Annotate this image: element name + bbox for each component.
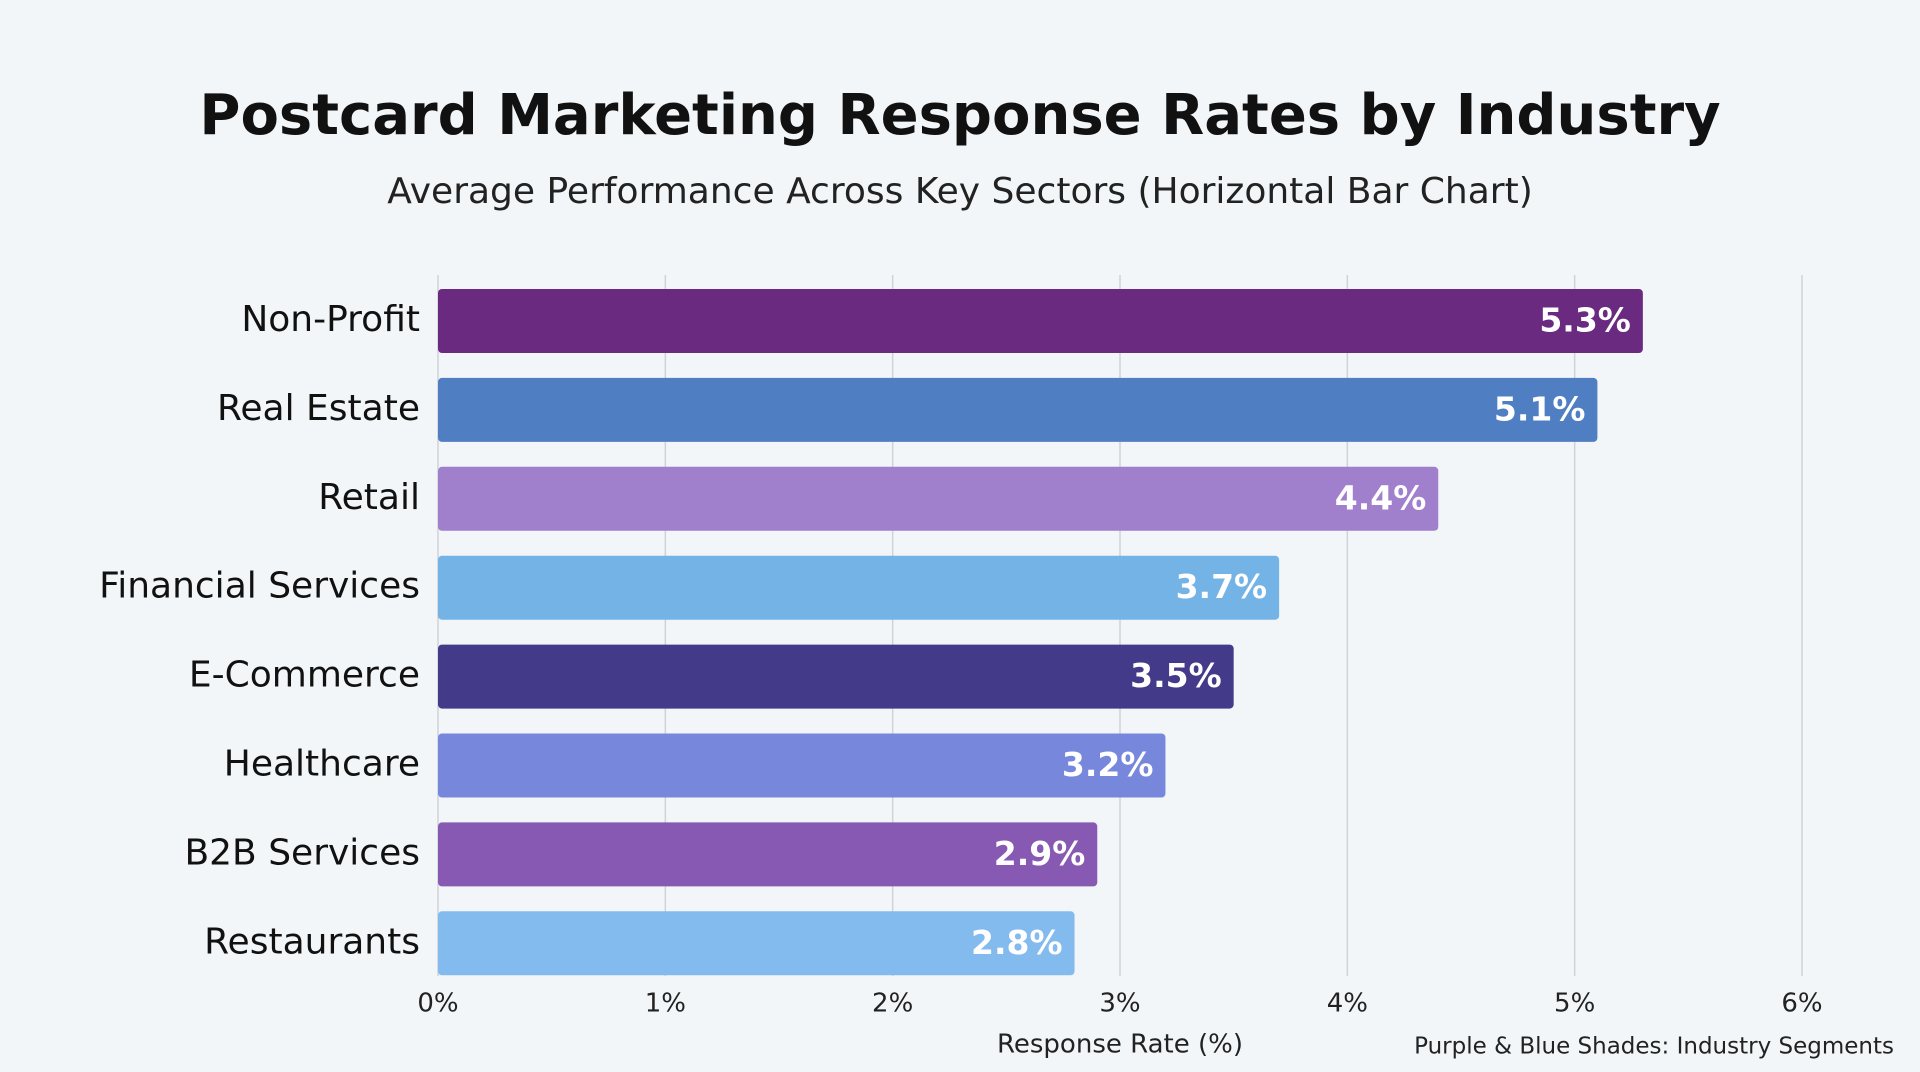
- value-label: 4.4%: [1335, 478, 1427, 517]
- value-label: 3.5%: [1130, 656, 1222, 695]
- y-tick-label: Real Estate: [217, 388, 420, 429]
- bar: [438, 466, 1439, 531]
- y-tick-label: Retail: [318, 477, 420, 518]
- x-tick-label: 0%: [417, 989, 458, 1019]
- bar: [438, 911, 1075, 976]
- x-tick-label: 4%: [1327, 989, 1368, 1019]
- plot-area: 0% 1% 2% 3% 4% 5% 6% Non-Profit 5.3% Real Estate 5…: [99, 275, 1823, 1019]
- value-label: 2.8%: [971, 923, 1063, 962]
- chart-subtitle: Average Performance Across Key Sectors (…: [387, 171, 1533, 212]
- x-tick-label: 2%: [872, 989, 913, 1019]
- y-tick-label: Healthcare: [224, 744, 420, 785]
- x-tick-label: 3%: [1099, 989, 1140, 1019]
- chart-title: Postcard Marketing Response Rates by Ind…: [199, 83, 1720, 148]
- bar: [438, 822, 1098, 887]
- x-tick-label: 5%: [1554, 989, 1595, 1019]
- x-tick-label: 1%: [645, 989, 686, 1019]
- value-label: 5.3%: [1539, 301, 1631, 340]
- y-tick-label: B2B Services: [184, 832, 420, 873]
- bar: [438, 289, 1643, 353]
- x-tick-label: 6%: [1781, 989, 1822, 1019]
- value-label: 3.7%: [1176, 567, 1268, 606]
- value-label: 5.1%: [1494, 389, 1586, 428]
- annotation: Purple & Blue Shades: Industry Segments: [1414, 1034, 1894, 1060]
- x-axis-title: Response Rate (%): [997, 1030, 1243, 1060]
- value-label: 3.2%: [1062, 745, 1154, 784]
- bar: [438, 377, 1598, 442]
- bar: [438, 644, 1234, 709]
- y-tick-label: Financial Services: [99, 566, 420, 607]
- value-label: 2.9%: [994, 834, 1086, 873]
- y-tick-label: E-Commerce: [189, 655, 420, 696]
- bar: [438, 733, 1166, 798]
- y-tick-label: Non-Profit: [241, 299, 420, 340]
- y-tick-label: Restaurants: [204, 921, 420, 962]
- bar: [438, 555, 1280, 620]
